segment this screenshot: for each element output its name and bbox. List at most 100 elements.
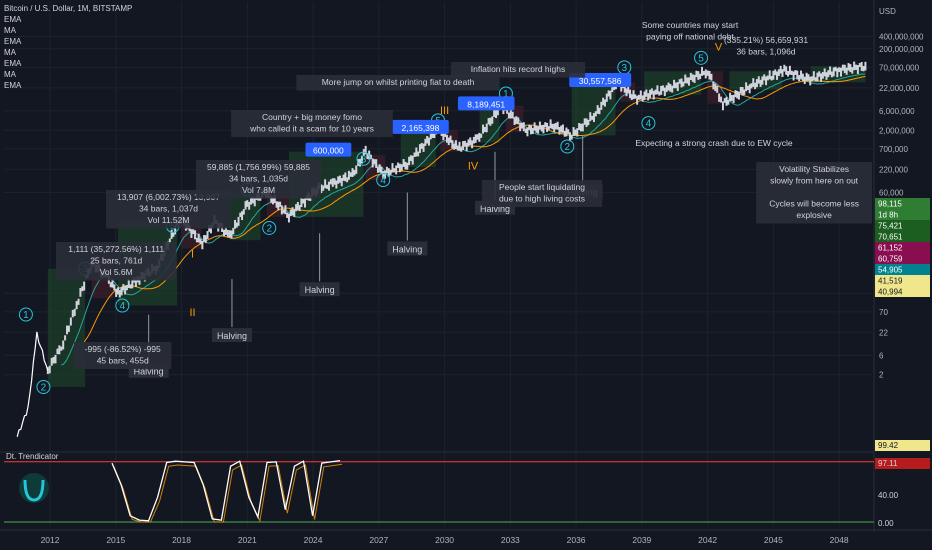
price-candle bbox=[413, 152, 416, 157]
price-candle bbox=[720, 96, 723, 103]
price-candle bbox=[794, 69, 797, 75]
price-candle bbox=[745, 82, 748, 92]
price-candle bbox=[293, 209, 296, 217]
price-candle bbox=[134, 278, 137, 288]
price-candle bbox=[585, 118, 588, 127]
price-candle bbox=[864, 61, 867, 71]
price-candle bbox=[812, 71, 815, 81]
price-candle bbox=[194, 230, 197, 240]
indicator-legend-5[interactable]: EMA bbox=[4, 59, 22, 68]
price-candle bbox=[777, 69, 780, 77]
price-candle bbox=[64, 335, 67, 341]
price-candle bbox=[576, 128, 579, 137]
price-candle bbox=[384, 170, 387, 179]
price-candle bbox=[704, 69, 707, 79]
price-candle bbox=[395, 165, 398, 175]
time-tick: 2021 bbox=[238, 535, 257, 545]
price-candle bbox=[347, 170, 350, 180]
price-candle bbox=[170, 229, 173, 239]
price-candle bbox=[558, 127, 561, 135]
price-candle bbox=[109, 282, 112, 288]
price-candle bbox=[287, 213, 290, 223]
price-candle bbox=[385, 166, 388, 174]
price-candle bbox=[702, 71, 705, 76]
price-candle bbox=[192, 229, 195, 235]
annotation-text: Vol 7.8M bbox=[242, 185, 275, 195]
price-candle bbox=[602, 97, 605, 106]
price-candle bbox=[774, 69, 777, 76]
indicator-legend-7[interactable]: EMA bbox=[4, 81, 22, 90]
price-candle bbox=[364, 145, 367, 155]
price-candle bbox=[686, 77, 689, 84]
peak-price-tag bbox=[305, 142, 352, 157]
price-candle bbox=[647, 93, 650, 101]
price-candle bbox=[83, 281, 86, 291]
osc-tick: 97.11 bbox=[878, 459, 898, 468]
halving-box bbox=[299, 282, 340, 297]
oscillator-line bbox=[111, 459, 341, 522]
price-candle bbox=[693, 74, 696, 83]
indicator-legend-6[interactable]: MA bbox=[4, 70, 16, 79]
price-candle bbox=[718, 93, 721, 102]
annotation-text: Volatility Stabilizes bbox=[779, 164, 849, 174]
indicator-legend-4[interactable]: MA bbox=[4, 48, 16, 57]
price-candle bbox=[565, 127, 568, 137]
price-candle bbox=[546, 122, 549, 132]
price-candle bbox=[623, 85, 626, 93]
price-candle bbox=[528, 124, 531, 130]
indicator-legend-2[interactable]: MA bbox=[4, 26, 16, 35]
price-candle bbox=[409, 155, 412, 162]
price-tick: 200,000,000 bbox=[879, 45, 924, 54]
price-tick: 22,000,000 bbox=[879, 84, 920, 93]
price-candle bbox=[629, 89, 632, 99]
price-candle bbox=[710, 73, 713, 81]
wave-circle bbox=[560, 139, 575, 154]
annotation-box bbox=[231, 110, 393, 137]
price-candle bbox=[723, 98, 726, 103]
price-candle bbox=[699, 73, 702, 80]
annotation-text: 36 bars, 1,096d bbox=[736, 47, 795, 57]
price-candle bbox=[665, 85, 668, 92]
price-candle bbox=[197, 233, 200, 243]
price-candle bbox=[272, 196, 275, 205]
price-tick: 220,000 bbox=[879, 165, 908, 174]
price-candle bbox=[223, 229, 226, 237]
roman-wave-label: I bbox=[191, 249, 194, 261]
price-candle bbox=[734, 90, 737, 98]
price-candle bbox=[785, 66, 788, 75]
oscillator-title: Dt. Trendicator bbox=[6, 452, 59, 461]
price-candle bbox=[849, 64, 852, 73]
axis-price-label-text: 75,421 bbox=[878, 222, 903, 231]
price-candle bbox=[120, 287, 123, 296]
price-candle bbox=[168, 238, 171, 244]
price-candle bbox=[560, 125, 563, 133]
price-candle bbox=[131, 279, 134, 289]
price-candle bbox=[820, 73, 823, 82]
price-tick: 60,000 bbox=[879, 188, 904, 197]
price-candle bbox=[730, 95, 733, 101]
price-candle bbox=[770, 76, 773, 81]
axis-price-label bbox=[875, 264, 930, 275]
price-candle bbox=[327, 181, 330, 191]
price-candle bbox=[551, 123, 554, 130]
price-candle bbox=[781, 69, 784, 77]
price-candle bbox=[787, 70, 790, 77]
price-candle bbox=[636, 95, 639, 105]
annotation-text: Country + big money fomo bbox=[262, 112, 362, 122]
annotation-box bbox=[756, 162, 872, 224]
indicator-legend-1[interactable]: EMA bbox=[4, 15, 22, 24]
price-candle bbox=[674, 82, 677, 89]
halving-label: Halving bbox=[305, 285, 335, 295]
price-candle bbox=[418, 144, 421, 153]
price-candle bbox=[251, 196, 254, 204]
price-candle bbox=[286, 212, 289, 219]
price-candle bbox=[335, 180, 338, 189]
price-candle bbox=[174, 225, 177, 235]
indicator-legend-3[interactable]: EMA bbox=[4, 37, 22, 46]
price-candle bbox=[230, 230, 233, 239]
price-candle bbox=[329, 179, 332, 185]
price-candle bbox=[331, 178, 334, 187]
wave-label: 3 bbox=[622, 63, 628, 74]
price-candle bbox=[579, 123, 582, 132]
